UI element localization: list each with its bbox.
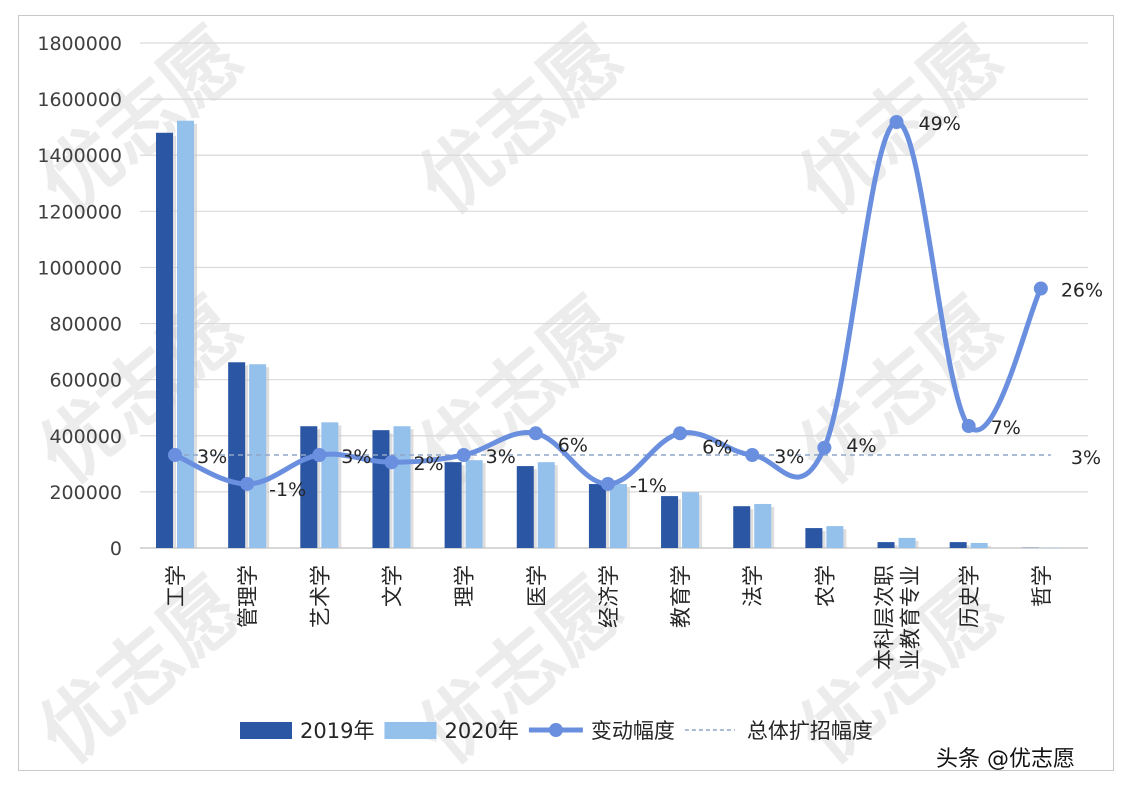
- bar-2020: [754, 503, 772, 548]
- data-label: 2%: [413, 453, 443, 475]
- bar-2020: [970, 542, 988, 548]
- bar-2019: [156, 132, 173, 548]
- line-marker: [600, 476, 615, 491]
- x-category-label: 教育学: [669, 565, 693, 628]
- data-label: 6%: [702, 436, 732, 458]
- y-tick-label: 600000: [49, 370, 122, 392]
- bar-series: [156, 120, 1060, 548]
- x-category-label: 医学: [525, 565, 549, 607]
- line-marker: [312, 448, 327, 462]
- legend-label: 变动幅度: [591, 719, 675, 743]
- line-marker: [1033, 281, 1048, 296]
- x-category-label: 历史学: [958, 565, 982, 628]
- y-tick-label: 1600000: [37, 89, 122, 111]
- legend: 2019年 2020年 变动幅度 总体扩招幅度: [240, 719, 873, 743]
- line-marker: [817, 440, 832, 455]
- bar-2019: [228, 362, 246, 548]
- y-tick-label: 800000: [49, 314, 122, 336]
- x-category-label: 农学: [813, 565, 837, 607]
- y-tick-label: 1200000: [37, 201, 122, 223]
- bar-2020: [682, 492, 700, 548]
- bar-2019: [516, 466, 534, 548]
- bar-2019: [588, 484, 606, 548]
- data-label: 7%: [991, 417, 1021, 439]
- bar-2020: [393, 426, 411, 548]
- bar-2020: [249, 364, 267, 548]
- line-marker: [745, 448, 760, 462]
- bar-2020: [465, 460, 483, 548]
- data-label: 3%: [774, 446, 804, 468]
- credit-text: 头条 @优志愿: [936, 747, 1075, 772]
- y-tick-label: 0: [110, 538, 122, 560]
- chart-frame: [18, 15, 1114, 771]
- line-marker: [528, 426, 543, 441]
- bar-2020: [537, 462, 555, 548]
- data-label: 3%: [197, 446, 227, 468]
- line-marker: [673, 426, 688, 441]
- y-tick-label: 1800000: [37, 33, 122, 55]
- line-marker: [240, 476, 255, 491]
- data-label: 3%: [486, 446, 516, 468]
- x-category-label: 艺术学: [308, 565, 332, 628]
- legend-swatch: [240, 722, 292, 739]
- line-marker: [384, 455, 399, 470]
- change-rate-line: 3% -1% 3% 2% 3% 6% -1% 6% 3% 4% 49% 7% 26%: [168, 113, 1103, 501]
- reference-label: 3%: [1071, 447, 1101, 469]
- legend-label: 2019年: [300, 719, 374, 743]
- bar-2020: [321, 422, 339, 548]
- line-marker: [889, 115, 904, 129]
- y-axis: 0 200000 400000 600000 800000 1000000 1200000 1…: [37, 33, 122, 560]
- bar-2020: [609, 484, 627, 548]
- bar-2019: [372, 430, 390, 548]
- data-label: -1%: [630, 475, 667, 497]
- x-category-label: 理学: [453, 565, 477, 607]
- line-marker: [961, 419, 976, 434]
- bar-2019: [444, 462, 462, 548]
- bar-2020: [898, 537, 916, 548]
- x-category-label: 管理学: [236, 565, 260, 628]
- line-marker: [456, 448, 471, 462]
- data-label: 49%: [919, 113, 961, 135]
- x-category-label: 本科层次职: [873, 565, 897, 670]
- data-label: 4%: [846, 435, 876, 457]
- x-category-label: 法学: [741, 565, 765, 607]
- y-tick-label: 400000: [49, 426, 122, 448]
- legend-swatch: [384, 722, 437, 739]
- legend-marker: [548, 723, 563, 737]
- bar-2020: [826, 526, 844, 548]
- bar-2019: [805, 528, 823, 548]
- bar-2019: [661, 496, 679, 548]
- bar-2020: [177, 120, 194, 548]
- x-axis: 工学 管理学 艺术学 文学 理学 医学 经济学 教育学 法学 农学 本科层次职 业教育专业 历史学 哲学: [164, 565, 1054, 670]
- x-category-label: 工学: [164, 565, 188, 607]
- line-marker: [168, 448, 182, 462]
- legend-label: 总体扩招幅度: [747, 719, 873, 743]
- data-label: 26%: [1061, 280, 1103, 302]
- bar-2019: [733, 506, 751, 548]
- x-category-label: 文学: [380, 565, 404, 607]
- y-tick-label: 200000: [49, 482, 122, 504]
- bar-2019: [949, 542, 967, 548]
- bar-2019: [877, 542, 895, 548]
- y-tick-label: 1000000: [37, 257, 122, 279]
- x-category-label: 业教育专业: [899, 565, 923, 670]
- gridlines: [140, 42, 1088, 549]
- data-label: 3%: [341, 446, 371, 468]
- data-label: 6%: [558, 434, 588, 456]
- x-category-label: 哲学: [1030, 565, 1054, 607]
- legend-label: 2020年: [444, 719, 518, 743]
- x-category-label: 经济学: [597, 565, 621, 628]
- data-label: -1%: [269, 479, 306, 501]
- y-tick-label: 1400000: [37, 145, 122, 167]
